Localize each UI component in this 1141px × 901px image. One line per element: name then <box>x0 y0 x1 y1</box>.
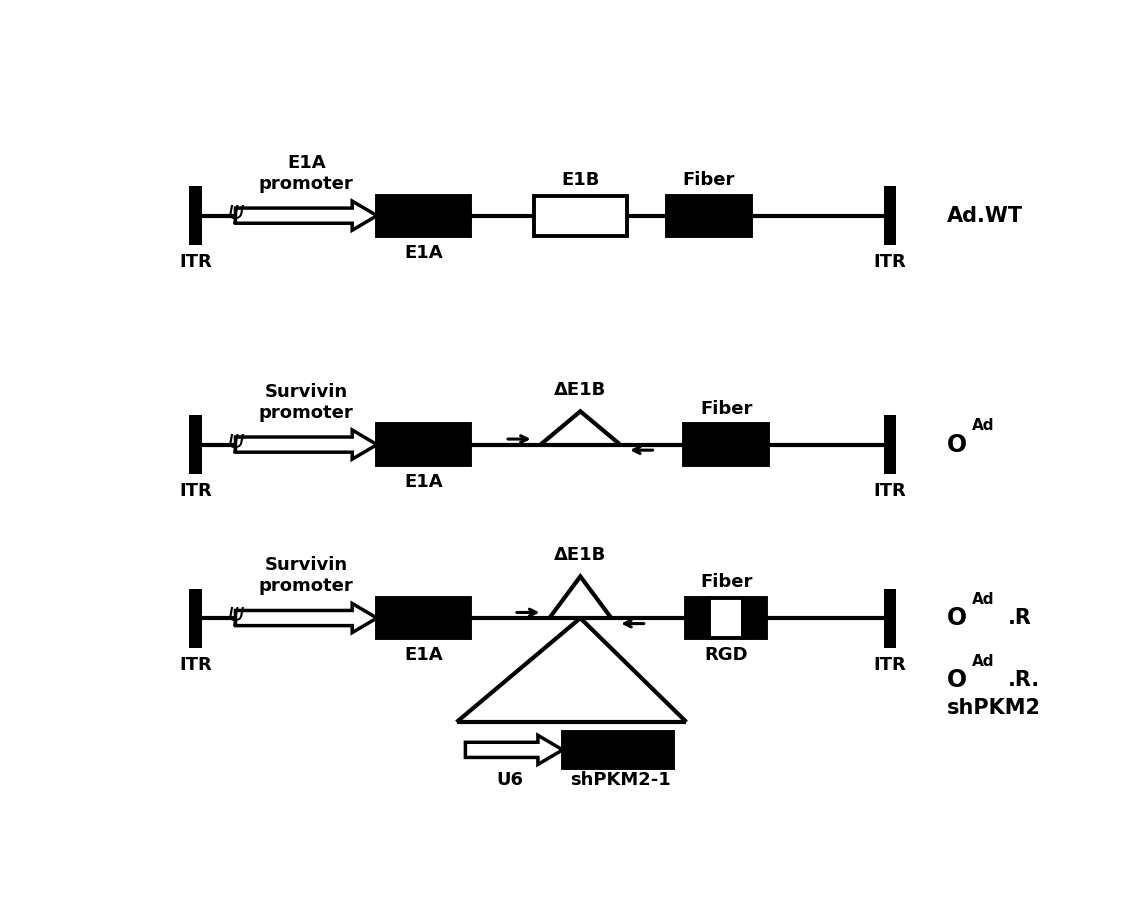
Text: RGD: RGD <box>704 647 748 664</box>
Bar <box>377 196 470 236</box>
FancyArrow shape <box>235 201 377 231</box>
Text: E1A
promoter: E1A promoter <box>259 154 354 193</box>
Text: Ad: Ad <box>972 654 995 669</box>
Bar <box>377 424 470 465</box>
Bar <box>666 196 751 236</box>
Bar <box>883 187 896 245</box>
Text: $\psi$: $\psi$ <box>227 431 244 454</box>
Text: ITR: ITR <box>874 656 906 674</box>
Text: Ad: Ad <box>972 418 995 433</box>
Bar <box>687 598 710 638</box>
Text: E1A: E1A <box>404 647 443 664</box>
Text: ΔE1B: ΔE1B <box>555 381 607 399</box>
Text: Survivin
promoter: Survivin promoter <box>259 383 354 422</box>
Bar <box>685 424 768 465</box>
Text: Ad.WT: Ad.WT <box>947 205 1023 225</box>
Bar <box>377 598 470 638</box>
Text: ITR: ITR <box>179 656 212 674</box>
Text: ITR: ITR <box>874 253 906 271</box>
Bar <box>563 732 673 768</box>
Text: E1B: E1B <box>561 170 599 188</box>
FancyArrow shape <box>466 735 563 764</box>
Bar <box>534 196 626 236</box>
Bar <box>743 598 766 638</box>
Text: ITR: ITR <box>179 482 212 500</box>
Bar <box>189 187 202 245</box>
Text: $\psi$: $\psi$ <box>227 604 244 628</box>
Text: Fiber: Fiber <box>682 170 735 188</box>
Text: Fiber: Fiber <box>701 399 752 417</box>
Text: ITR: ITR <box>179 253 212 271</box>
Text: O: O <box>947 432 968 457</box>
Text: $\psi$: $\psi$ <box>227 202 244 225</box>
Bar <box>710 598 743 638</box>
Text: E1A: E1A <box>404 473 443 491</box>
Text: Survivin
promoter: Survivin promoter <box>259 556 354 596</box>
Text: shPKM2-1: shPKM2-1 <box>569 770 671 788</box>
Bar <box>883 415 896 474</box>
Text: .R: .R <box>1008 608 1031 628</box>
FancyArrow shape <box>235 604 377 633</box>
FancyArrow shape <box>235 430 377 460</box>
Text: O: O <box>947 606 968 630</box>
Text: Fiber: Fiber <box>701 573 752 591</box>
Bar <box>189 415 202 474</box>
Text: ITR: ITR <box>874 482 906 500</box>
Text: shPKM2: shPKM2 <box>947 698 1042 718</box>
Bar <box>189 588 202 648</box>
Text: ΔE1B: ΔE1B <box>555 546 607 564</box>
Bar <box>883 588 896 648</box>
Text: .R.: .R. <box>1008 670 1039 690</box>
Text: Ad: Ad <box>972 592 995 607</box>
Text: E1A: E1A <box>404 244 443 262</box>
Text: O: O <box>947 669 968 693</box>
Text: U6: U6 <box>496 770 523 788</box>
